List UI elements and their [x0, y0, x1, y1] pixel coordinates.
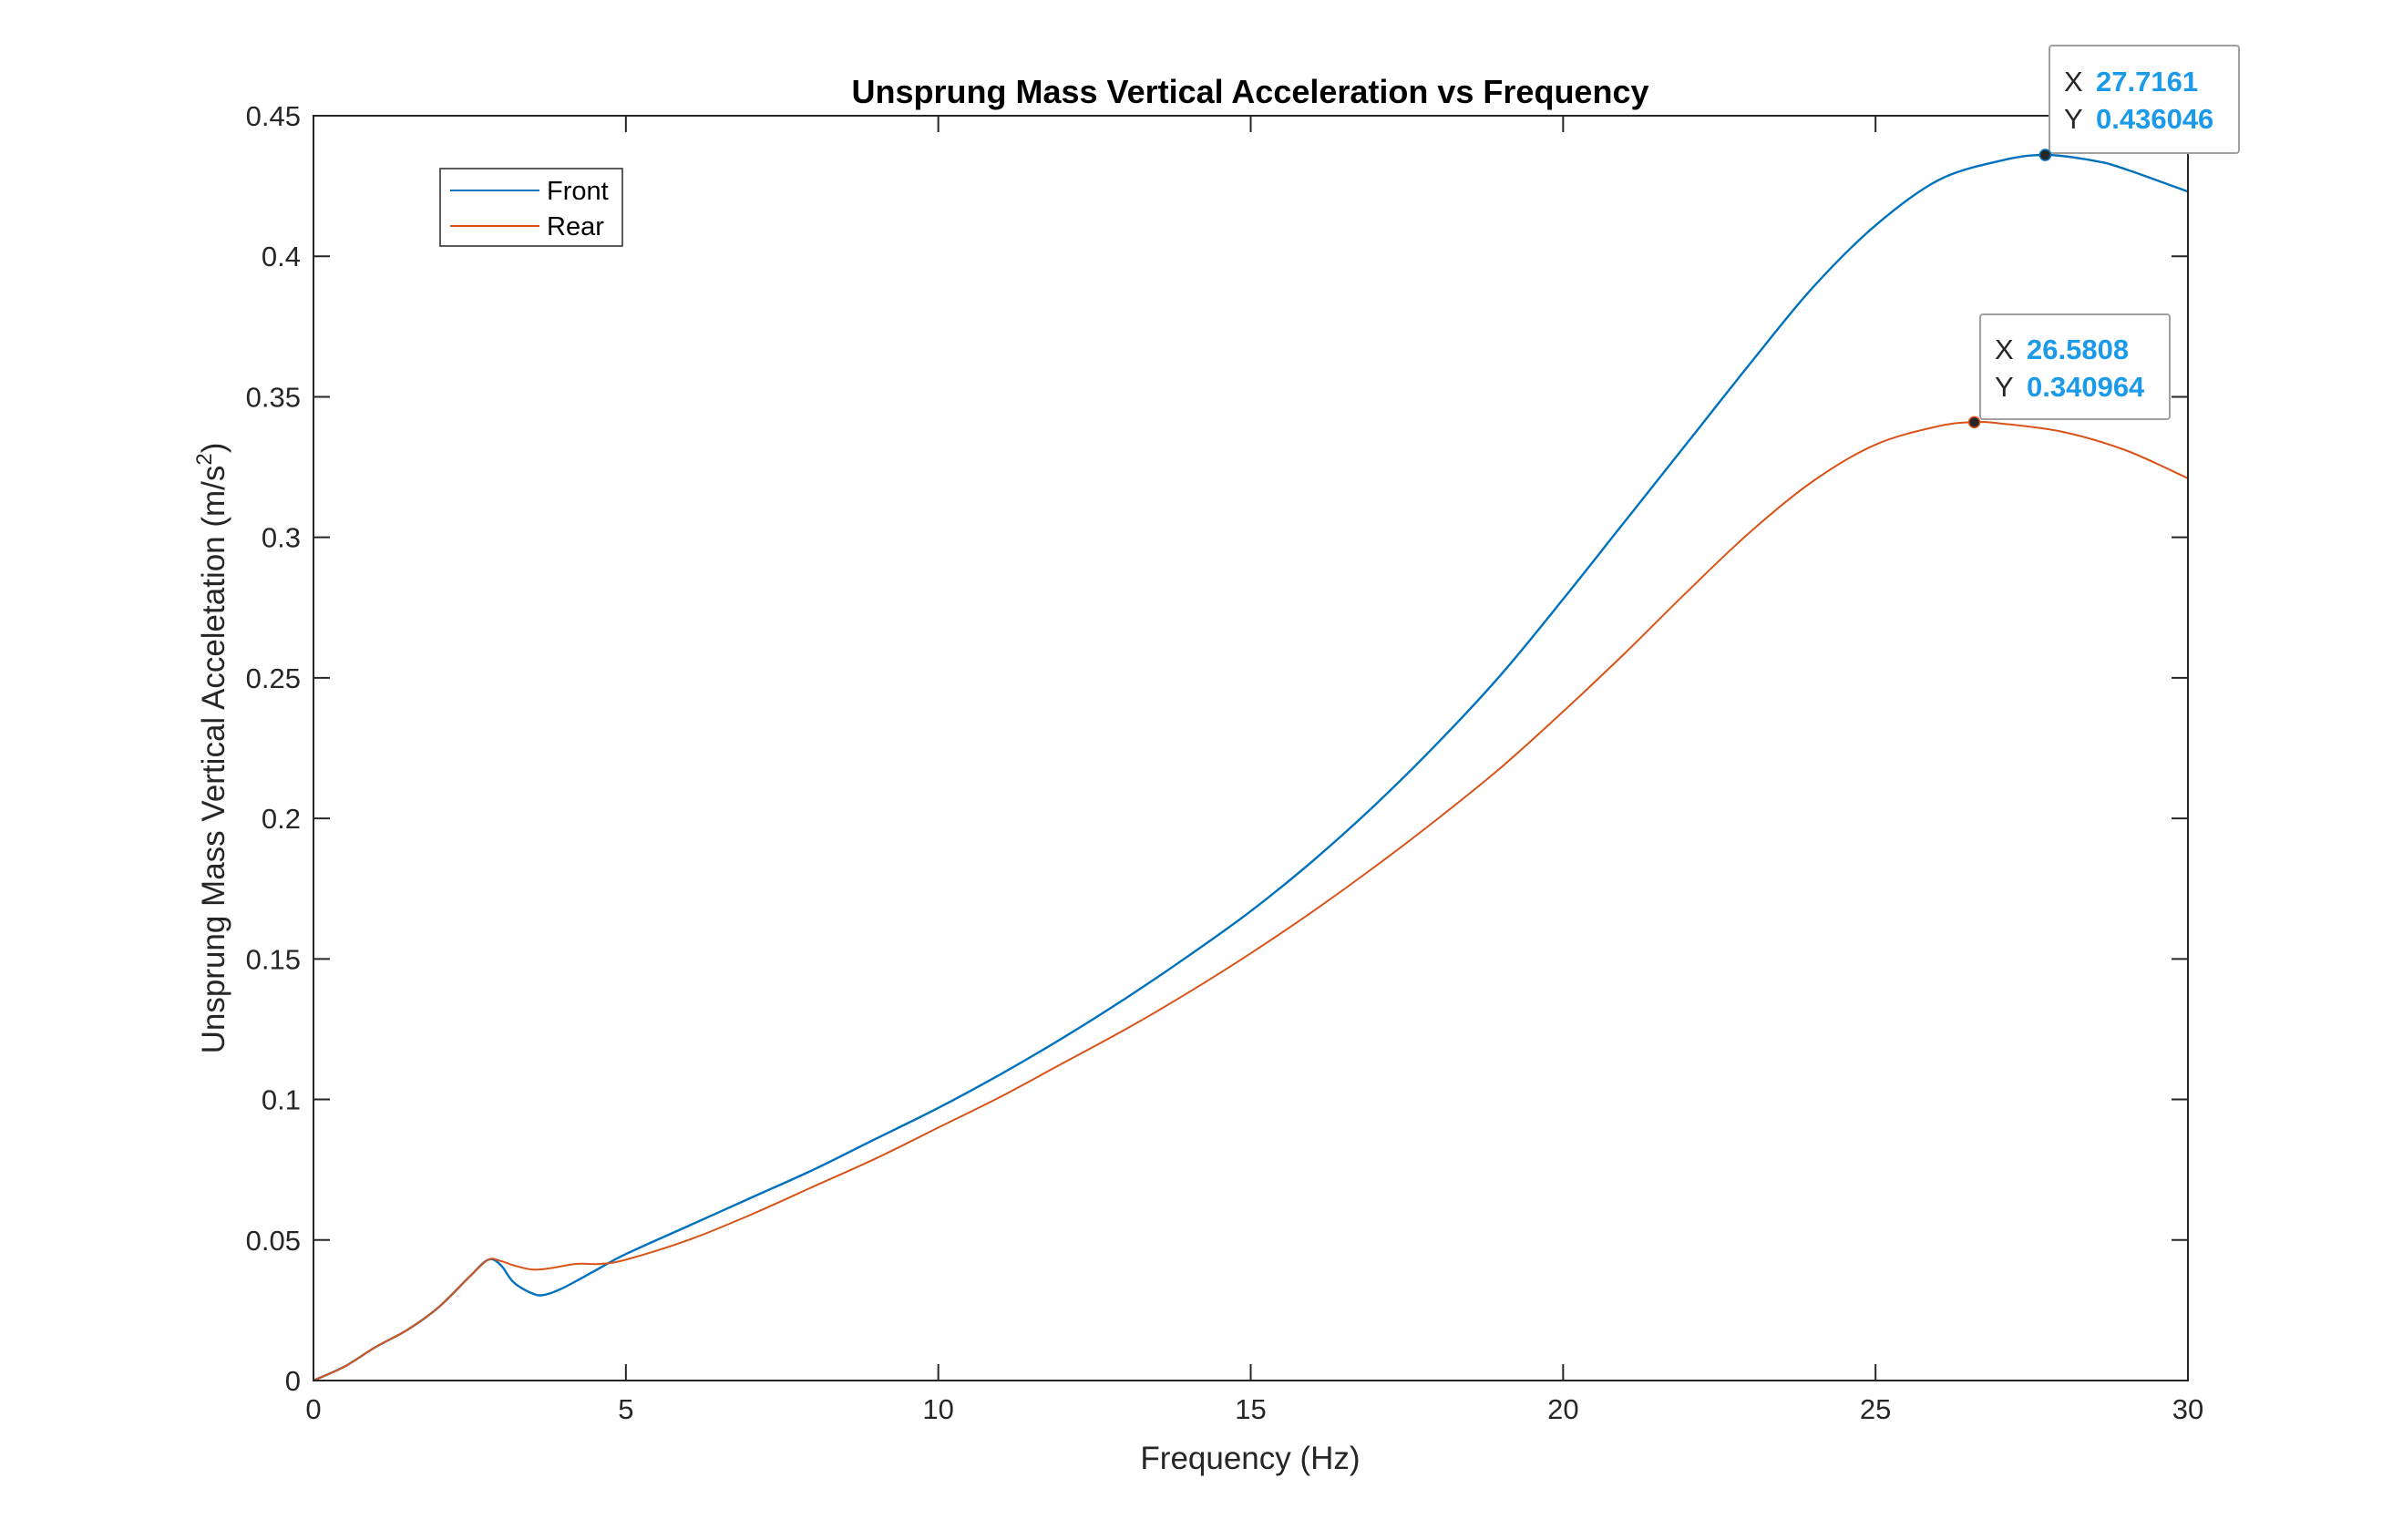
y-tick-label: 0.25 [246, 662, 301, 694]
datatip-rear-y-key: Y [1995, 371, 2014, 403]
datatip-rear[interactable]: X 26.5808 Y 0.340964 [1979, 313, 2171, 420]
datatip-front-box [2049, 45, 2240, 154]
y-tick-label: 0 [285, 1365, 301, 1397]
y-axis-label-close: ) [196, 443, 231, 454]
x-tick-label: 0 [305, 1393, 321, 1425]
y-tick-label: 0.15 [246, 943, 301, 975]
x-tick-label: 5 [618, 1393, 633, 1425]
x-tick-label: 25 [1860, 1393, 1891, 1425]
y-tick-label: 0.3 [262, 522, 301, 554]
x-tick-label: 30 [2172, 1393, 2203, 1425]
x-tick-label: 15 [1235, 1393, 1266, 1425]
datatip-front-x-key: X [2064, 66, 2083, 98]
datatip-front-y-key: Y [2064, 103, 2083, 135]
chart-title: Unsprung Mass Vertical Acceleration vs F… [852, 73, 1649, 110]
y-axis-label-superscript: 2 [192, 453, 217, 465]
datatip-marker-front[interactable] [2038, 149, 2052, 161]
x-axis-label: Frequency (Hz) [1140, 1441, 1360, 1476]
y-tick-label: 0.05 [246, 1225, 301, 1257]
x-tick-label: 20 [1547, 1393, 1578, 1425]
y-axis-label: Unsprung Mass Vertical Acceletation (m/s… [192, 443, 231, 1054]
y-axis-label-main: Unsprung Mass Vertical Acceletation (m/s [196, 466, 231, 1054]
datatip-front-x-value: 27.7161 [2096, 66, 2198, 98]
datatip-front[interactable]: X 27.7161 Y 0.436046 [2049, 45, 2240, 154]
x-tick-label: 10 [922, 1393, 953, 1425]
y-tick-label: 0.45 [246, 100, 301, 132]
series-layer [313, 153, 2189, 1382]
datatip-front-y-value: 0.436046 [2096, 103, 2213, 135]
y-tick-label: 0.35 [246, 381, 301, 413]
y-tick-label: 0.2 [262, 803, 301, 835]
legend-label-front: Front [547, 177, 609, 206]
datatip-rear-x-key: X [1995, 334, 2014, 365]
series-line-front [313, 153, 2189, 1382]
axes-box [313, 115, 2189, 1381]
ticks-layer: 0 5 10 15 20 25 30 0 0.05 0.1 0.15 0.2 0.25 0.3 0.35 0.… [246, 100, 2204, 1425]
datatip-rear-y-value: 0.340964 [2027, 371, 2145, 403]
datatip-marker-rear[interactable] [1967, 416, 1981, 429]
datatip-rear-box [1979, 313, 2171, 420]
axes-background [313, 116, 2188, 1381]
legend-label-rear: Rear [547, 212, 604, 241]
datatip-rear-x-value: 26.5808 [2027, 334, 2129, 365]
y-tick-label: 0.4 [262, 241, 301, 272]
series-line-rear [313, 421, 2189, 1381]
datatip-marker-layer [1967, 149, 2052, 429]
legend: Front Rear [439, 168, 623, 247]
y-tick-label: 0.1 [262, 1084, 301, 1116]
legend-box [439, 168, 623, 247]
